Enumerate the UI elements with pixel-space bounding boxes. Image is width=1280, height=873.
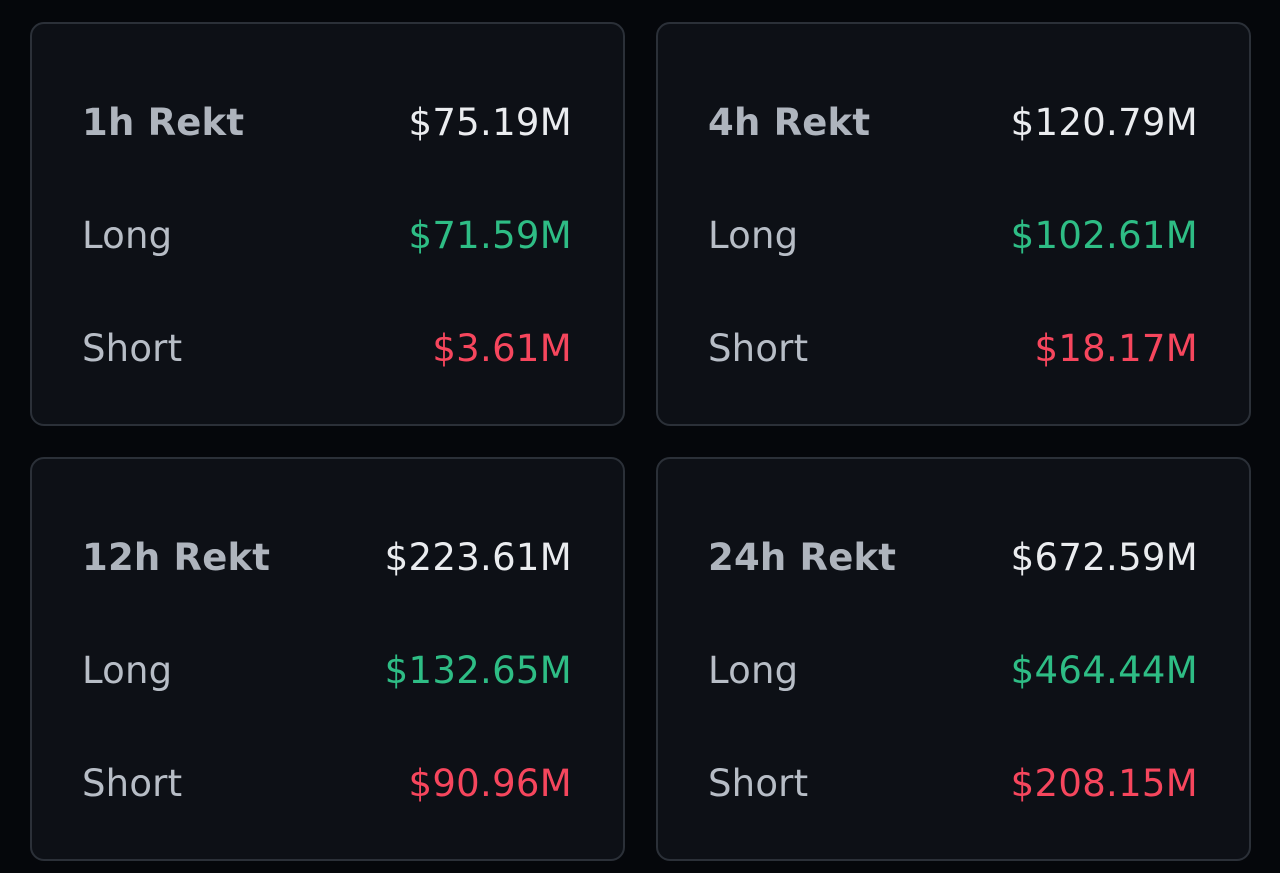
short-row: Short $3.61M	[82, 292, 572, 405]
short-row: Short $208.15M	[708, 727, 1198, 840]
short-row: Short $90.96M	[82, 727, 572, 840]
short-label: Short	[82, 762, 183, 805]
rekt-total-value: $223.61M	[384, 536, 572, 579]
long-row: Long $132.65M	[82, 614, 572, 727]
rekt-card-24h: 24h Rekt $672.59M Long $464.44M Short $2…	[656, 457, 1251, 861]
long-label: Long	[708, 214, 799, 257]
rekt-total-row: 4h Rekt $120.79M	[708, 66, 1198, 179]
long-value: $71.59M	[408, 214, 572, 257]
short-value: $18.17M	[1034, 327, 1198, 370]
short-value: $3.61M	[432, 327, 572, 370]
rekt-total-value: $75.19M	[408, 101, 572, 144]
long-value: $102.61M	[1010, 214, 1198, 257]
rekt-card-title: 1h Rekt	[82, 101, 245, 144]
rekt-card-title: 12h Rekt	[82, 536, 271, 579]
rekt-card-title: 4h Rekt	[708, 101, 871, 144]
rekt-total-row: 1h Rekt $75.19M	[82, 66, 572, 179]
short-value: $208.15M	[1010, 762, 1198, 805]
short-label: Short	[82, 327, 183, 370]
long-label: Long	[708, 649, 799, 692]
rekt-card-1h: 1h Rekt $75.19M Long $71.59M Short $3.61…	[30, 22, 625, 426]
long-row: Long $71.59M	[82, 179, 572, 292]
long-row: Long $102.61M	[708, 179, 1198, 292]
rekt-card-12h: 12h Rekt $223.61M Long $132.65M Short $9…	[30, 457, 625, 861]
long-label: Long	[82, 214, 173, 257]
rekt-total-value: $672.59M	[1010, 536, 1198, 579]
short-label: Short	[708, 762, 809, 805]
rekt-card-4h: 4h Rekt $120.79M Long $102.61M Short $18…	[656, 22, 1251, 426]
long-label: Long	[82, 649, 173, 692]
rekt-total-row: 24h Rekt $672.59M	[708, 501, 1198, 614]
rekt-total-row: 12h Rekt $223.61M	[82, 501, 572, 614]
rekt-total-value: $120.79M	[1010, 101, 1198, 144]
long-value: $132.65M	[384, 649, 572, 692]
short-value: $90.96M	[408, 762, 572, 805]
long-row: Long $464.44M	[708, 614, 1198, 727]
long-value: $464.44M	[1010, 649, 1198, 692]
rekt-stats-grid: 1h Rekt $75.19M Long $71.59M Short $3.61…	[30, 22, 1251, 861]
short-label: Short	[708, 327, 809, 370]
short-row: Short $18.17M	[708, 292, 1198, 405]
rekt-card-title: 24h Rekt	[708, 536, 897, 579]
